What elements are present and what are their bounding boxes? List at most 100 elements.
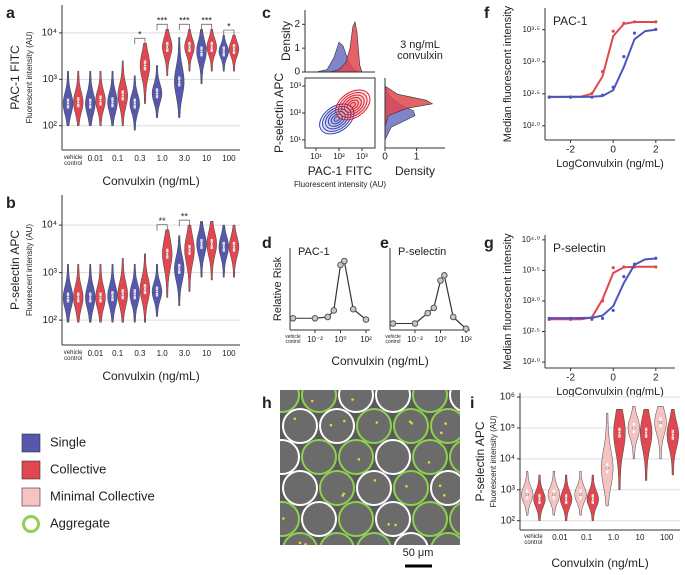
well bbox=[319, 470, 355, 506]
x-axis-title: Convulxin (ng/mL) bbox=[331, 354, 428, 368]
point bbox=[424, 309, 432, 317]
median bbox=[111, 294, 115, 298]
x-tick-label: 10² bbox=[333, 152, 345, 161]
point bbox=[632, 31, 637, 35]
cell bbox=[342, 492, 346, 496]
y-tick-label: 10³·⁰ bbox=[523, 296, 540, 305]
x-tick-label: 0 bbox=[610, 373, 616, 384]
cell bbox=[438, 484, 442, 488]
fit-line bbox=[549, 265, 656, 321]
well bbox=[282, 470, 318, 506]
well bbox=[356, 532, 392, 545]
y-axis-title: P-selectin APC bbox=[8, 230, 22, 310]
point bbox=[349, 305, 357, 313]
x-tick-label: 10⁻² bbox=[307, 335, 323, 344]
violin bbox=[640, 409, 653, 481]
y-axis-title: Median fluorescent intensity bbox=[502, 233, 514, 370]
point bbox=[600, 70, 605, 74]
x-axis-subtitle: Fluorescent intensity (AU) bbox=[294, 180, 386, 189]
x-tick-label: 1.0 bbox=[156, 154, 168, 163]
median bbox=[155, 91, 159, 95]
panel-letter: e bbox=[380, 235, 389, 252]
median bbox=[187, 248, 191, 252]
median bbox=[121, 292, 125, 296]
point bbox=[324, 313, 332, 321]
x-tick-label: 1.0 bbox=[156, 349, 168, 358]
x-tick-label: 10¹ bbox=[310, 152, 322, 161]
median bbox=[187, 45, 191, 49]
x-axis-title: LogConvulxin (ng/mL) bbox=[556, 386, 664, 398]
point bbox=[654, 20, 658, 24]
cell bbox=[387, 522, 390, 526]
contour bbox=[343, 96, 362, 113]
point bbox=[437, 277, 444, 284]
median bbox=[200, 49, 204, 53]
median bbox=[76, 295, 80, 299]
median bbox=[537, 497, 541, 501]
significance-bracket bbox=[201, 23, 213, 31]
x-tick-label: 10⁰ bbox=[434, 335, 446, 344]
cell bbox=[444, 422, 447, 425]
well bbox=[301, 439, 337, 475]
x-tick-label: 1 bbox=[414, 152, 420, 163]
well bbox=[375, 501, 411, 537]
x-axis-title: Density bbox=[395, 164, 435, 178]
point bbox=[341, 257, 348, 265]
significance-bracket bbox=[156, 23, 168, 31]
x-tick-label: 1.0 bbox=[607, 533, 619, 542]
panel-letter: b bbox=[6, 195, 16, 212]
x-tick-label: 10 bbox=[202, 154, 212, 163]
panel-letter: f bbox=[484, 5, 490, 22]
contour bbox=[346, 99, 359, 111]
x-tick-label: 0.1 bbox=[112, 154, 124, 163]
median bbox=[66, 102, 70, 106]
well bbox=[375, 439, 411, 475]
y-axis-title: P-selectin APC bbox=[272, 73, 286, 153]
violin bbox=[654, 406, 667, 460]
x-tick-label: 0.3 bbox=[134, 154, 146, 163]
point bbox=[590, 316, 594, 320]
panel-letter: g bbox=[484, 235, 494, 252]
violin bbox=[206, 221, 217, 281]
y-axis-title: Relative Risk bbox=[272, 256, 284, 321]
cell bbox=[408, 420, 412, 424]
x-tick-label: 2 bbox=[653, 373, 659, 384]
panel-letter: d bbox=[262, 235, 272, 252]
fit-line bbox=[549, 21, 656, 98]
median bbox=[177, 267, 181, 271]
x-tick-label: vehicle control bbox=[385, 334, 401, 345]
cell bbox=[304, 543, 307, 545]
median bbox=[659, 421, 663, 425]
y-tick-label: 10⁴ bbox=[42, 220, 57, 231]
y-tick-label: 10³ bbox=[43, 74, 58, 85]
significance-bracket bbox=[156, 224, 168, 231]
y-tick-label: 1 bbox=[294, 43, 300, 54]
point bbox=[654, 27, 658, 31]
well bbox=[375, 390, 411, 413]
point bbox=[362, 316, 370, 323]
legend-label: Single bbox=[50, 434, 86, 449]
point bbox=[441, 272, 448, 279]
y-tick-label: 10² bbox=[501, 515, 516, 526]
median bbox=[111, 100, 115, 104]
x-tick-label: 0.01 bbox=[87, 349, 104, 358]
x-tick-label: 100 bbox=[222, 154, 236, 163]
legend-label: Minimal Collective bbox=[50, 488, 155, 503]
median bbox=[88, 102, 92, 106]
x-tick-label: -2 bbox=[566, 373, 575, 384]
y-tick-label: 10³·⁰ bbox=[523, 57, 540, 66]
point bbox=[622, 55, 626, 59]
line bbox=[314, 259, 367, 321]
well bbox=[449, 440, 460, 474]
cell bbox=[394, 523, 397, 527]
point bbox=[311, 314, 319, 322]
median bbox=[66, 295, 70, 299]
cell bbox=[439, 431, 443, 435]
well bbox=[393, 470, 429, 506]
cell bbox=[410, 421, 414, 425]
contour bbox=[340, 94, 365, 116]
median bbox=[232, 47, 236, 51]
point bbox=[654, 256, 658, 260]
x-tick-label: 10⁰ bbox=[334, 335, 346, 344]
